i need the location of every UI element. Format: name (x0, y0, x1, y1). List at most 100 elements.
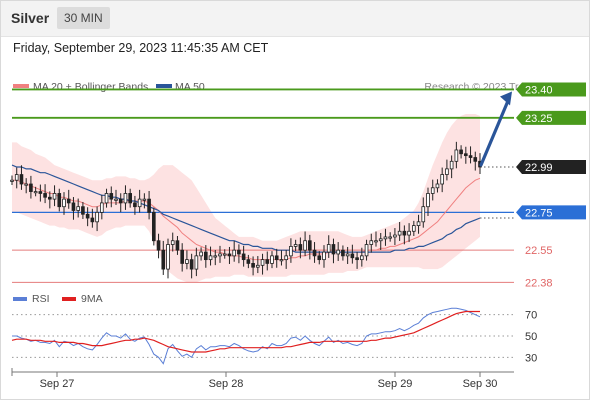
candle-body (66, 198, 71, 204)
candle-body (274, 255, 279, 261)
candle-body (232, 249, 237, 257)
rsi-line (12, 307, 481, 365)
candle-body (468, 155, 473, 158)
candle-body (189, 259, 194, 270)
candle-body (109, 193, 114, 200)
candle-body (227, 253, 232, 257)
candle-body (208, 255, 213, 261)
candle-body (440, 174, 445, 185)
candle-body (279, 259, 284, 262)
candle-body (454, 149, 459, 162)
level-label-22.55: 22.55 (525, 245, 553, 257)
candle-body (459, 149, 463, 155)
candle-body (142, 198, 147, 201)
candle-body (213, 255, 218, 258)
x-axis-label: Sep 27 (40, 378, 75, 390)
candle-body (100, 202, 104, 213)
x-axis-label: Sep 29 (378, 378, 413, 390)
candle-body (199, 251, 203, 257)
candle-body (128, 193, 133, 204)
level-tag-22.75 (516, 205, 586, 220)
candle-body (411, 225, 416, 232)
candle-body (85, 213, 90, 219)
candle-body (90, 217, 95, 223)
level-label-22.38: 22.38 (525, 277, 553, 289)
candle-body (426, 193, 430, 208)
level-label-23.40: 23.40 (525, 84, 553, 96)
candle-body (118, 198, 123, 204)
candle-body (246, 259, 251, 264)
candle-body (180, 249, 185, 264)
candle-body (298, 244, 303, 251)
level-tag-23.40 (516, 82, 586, 97)
candle-body (104, 193, 109, 204)
candle-body (421, 206, 426, 223)
rsi-tick-50: 50 (525, 331, 537, 343)
candle-body (185, 259, 189, 264)
candle-body (270, 255, 274, 264)
candle-body (369, 240, 374, 245)
legend-swatch-9ma (62, 297, 76, 301)
candle-body (95, 211, 99, 223)
candle-body (218, 253, 222, 257)
report-datetime: Friday, September 29, 2023 11:45:35 AM C… (13, 41, 269, 55)
candle-body (147, 198, 151, 213)
candle-body (445, 168, 449, 175)
candle-body (175, 240, 180, 251)
candle-body (463, 153, 468, 157)
ma50-line (11, 164, 481, 253)
candle-body (289, 245, 293, 257)
candle-body (449, 160, 454, 170)
legend-label-rsi: RSI (32, 293, 50, 305)
header-bar: Silver 30 MIN (0, 0, 590, 37)
candle-body (374, 240, 378, 243)
candle-body (284, 255, 289, 261)
instrument-title: Silver (11, 10, 50, 26)
rsi-tick-30: 30 (525, 352, 537, 364)
legend-label-ma50: MA 50 (175, 81, 205, 93)
candle-body (43, 193, 47, 198)
candle-body (303, 240, 307, 251)
candle-body (402, 230, 407, 236)
candle-body (383, 236, 388, 240)
legend-label-ma20: MA 20 + Bollinger Bands (33, 81, 148, 93)
candle-body (76, 206, 80, 211)
candle-body (10, 179, 14, 182)
x-axis-label: Sep 30 (463, 378, 498, 390)
candle-body (19, 174, 24, 185)
candle-body (388, 236, 393, 239)
candle-body (222, 253, 227, 256)
level-tag-22.99 (516, 159, 586, 174)
timeframe-badge[interactable]: 30 MIN (57, 7, 110, 29)
candle-body (133, 202, 137, 208)
candle-body (33, 191, 38, 194)
candle-body (265, 259, 270, 264)
candle-body (251, 263, 255, 268)
candle-body (81, 206, 85, 215)
candle-body (326, 244, 331, 253)
candle-body (435, 183, 440, 189)
candle-body (170, 240, 175, 245)
legend-label-9ma: 9MA (81, 293, 103, 305)
bollinger-band-area (12, 114, 480, 283)
legend-swatch-rsi (13, 297, 27, 301)
candle-body (407, 230, 411, 236)
level-label-22.99: 22.99 (525, 162, 553, 174)
candle-body (48, 196, 52, 200)
candle-body (38, 191, 43, 194)
candle-body (416, 221, 421, 226)
x-axis-label: Sep 28 (209, 378, 244, 390)
candle-body (237, 249, 241, 255)
candle-body (62, 198, 66, 208)
candle-body (293, 244, 298, 247)
candle-body (203, 251, 208, 261)
candle-body (123, 193, 128, 204)
candle-body (350, 253, 355, 259)
legend-swatch-ma50 (156, 84, 172, 88)
candle-body (378, 238, 383, 242)
rsi-9ma-line (11, 310, 480, 353)
candle-body (29, 183, 33, 192)
candle-body (364, 244, 369, 257)
candle-body (241, 253, 246, 261)
